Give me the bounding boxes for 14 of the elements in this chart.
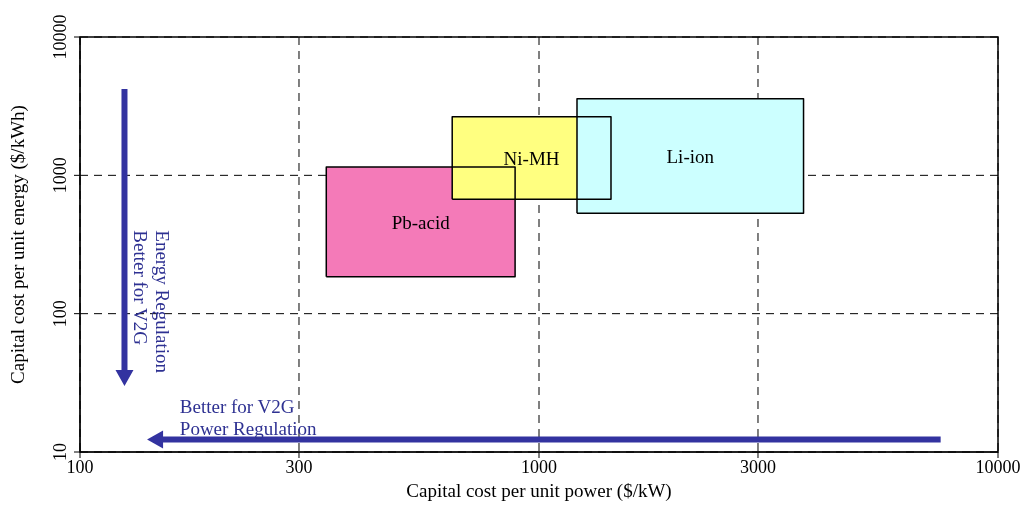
y-tick-label: 1000 bbox=[50, 157, 70, 194]
series-label: Ni-MH bbox=[503, 148, 560, 169]
series-label: Pb-acid bbox=[391, 211, 451, 233]
series-label: Li-ion bbox=[666, 145, 715, 167]
x-tick-label: 1000 bbox=[521, 456, 557, 477]
y-axis-title: Capital cost per unit energy ($/kWh) bbox=[7, 105, 29, 384]
y-tick-label: 10000 bbox=[50, 14, 70, 60]
annotation: Better for V2G Power Regulation bbox=[179, 396, 317, 440]
x-axis-title: Capital cost per unit power ($/kW) bbox=[406, 480, 672, 502]
annotation: Better for V2G Energy Regulation bbox=[130, 230, 174, 374]
x-tick-label: 3000 bbox=[740, 456, 776, 477]
x-tick-label: 10000 bbox=[975, 456, 1021, 477]
x-tick-label: 300 bbox=[285, 456, 313, 477]
y-tick-label: 100 bbox=[50, 300, 70, 328]
